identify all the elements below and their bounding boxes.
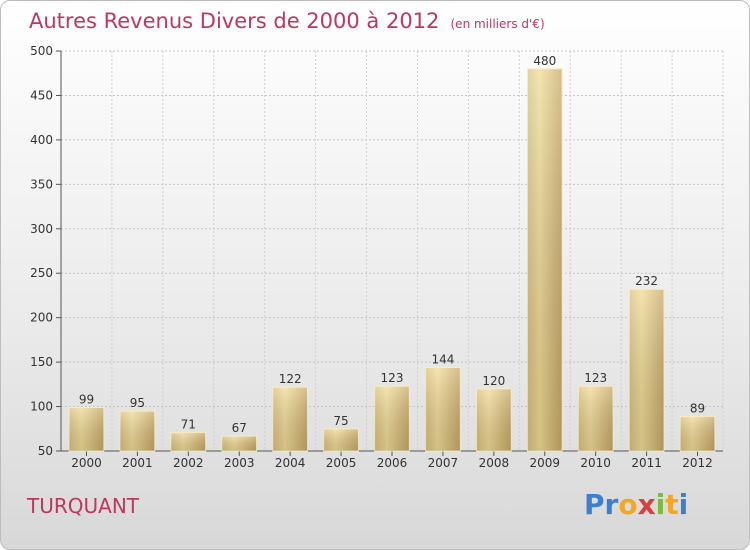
logo-letter: o bbox=[618, 488, 638, 521]
x-tick-label: 2006 bbox=[377, 456, 408, 470]
data-label: 480 bbox=[533, 54, 556, 68]
bar-shade bbox=[170, 432, 206, 451]
data-label: 123 bbox=[584, 371, 607, 385]
y-tick-label: 200 bbox=[30, 311, 53, 325]
y-tick-label: 400 bbox=[30, 133, 53, 147]
bar-shade bbox=[578, 386, 614, 451]
bar-shade bbox=[476, 388, 512, 451]
data-label: 89 bbox=[690, 401, 705, 415]
bar-shade bbox=[323, 428, 359, 451]
x-tick-label: 2008 bbox=[479, 456, 510, 470]
bar-shade bbox=[374, 386, 410, 451]
logo-letter: x bbox=[637, 488, 656, 521]
x-tick-label: 2010 bbox=[580, 456, 611, 470]
data-label: 123 bbox=[381, 371, 404, 385]
x-tick-label: 2002 bbox=[173, 456, 204, 470]
logo-letter: t bbox=[665, 488, 679, 521]
y-tick-label: 150 bbox=[30, 355, 53, 369]
data-label: 232 bbox=[635, 274, 658, 288]
x-tick-label: 2004 bbox=[275, 456, 306, 470]
chart-title: Autres Revenus Divers de 2000 à 2012 (en… bbox=[29, 9, 545, 33]
x-tick-label: 2001 bbox=[122, 456, 153, 470]
y-tick-label: 350 bbox=[30, 177, 53, 191]
chart-subtitle: (en milliers d'€) bbox=[450, 17, 545, 31]
y-tick-label: 450 bbox=[30, 88, 53, 102]
y-tick-label: 250 bbox=[30, 266, 53, 280]
x-tick-label: 2007 bbox=[428, 456, 459, 470]
data-label: 95 bbox=[130, 396, 145, 410]
x-tick-label: 2012 bbox=[682, 456, 713, 470]
y-tick-label: 500 bbox=[30, 44, 53, 58]
data-label: 144 bbox=[431, 352, 454, 366]
y-tick-label: 50 bbox=[38, 444, 53, 458]
bar-shade bbox=[69, 407, 104, 451]
logo-letter: P bbox=[584, 488, 605, 521]
data-label: 75 bbox=[333, 414, 348, 428]
commune-name: TURQUANT bbox=[27, 494, 139, 518]
proxiti-logo: Proxiti bbox=[584, 488, 688, 521]
logo-letter: i bbox=[678, 488, 689, 521]
data-label: 120 bbox=[482, 374, 505, 388]
bar-shade bbox=[680, 416, 715, 451]
bar-shade bbox=[120, 411, 155, 451]
logo-letter: i bbox=[655, 488, 666, 521]
bar-shade bbox=[527, 68, 563, 452]
x-tick-label: 2009 bbox=[529, 456, 560, 470]
x-tick-label: 2011 bbox=[631, 456, 662, 470]
x-tick-label: 2000 bbox=[71, 456, 102, 470]
data-label: 99 bbox=[79, 392, 94, 406]
y-tick-label: 300 bbox=[30, 222, 53, 236]
y-tick-label: 100 bbox=[30, 400, 53, 414]
bar-shade bbox=[425, 367, 461, 451]
bar-shade bbox=[272, 387, 308, 451]
x-tick-label: 2003 bbox=[224, 456, 255, 470]
bar-shade bbox=[629, 289, 664, 451]
data-label: 67 bbox=[232, 421, 247, 435]
chart-title-main: Autres Revenus Divers de 2000 à 2012 bbox=[29, 9, 440, 33]
logo-letter: r bbox=[604, 488, 619, 521]
data-label: 122 bbox=[279, 372, 302, 386]
bar-shade bbox=[221, 435, 257, 451]
data-label: 71 bbox=[181, 417, 196, 431]
x-tick-label: 2005 bbox=[326, 456, 357, 470]
